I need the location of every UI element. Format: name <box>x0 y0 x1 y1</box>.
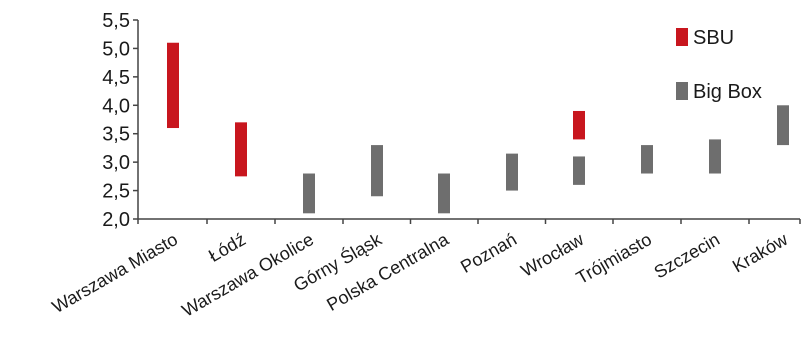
big-box-bar-szczecin <box>709 139 721 174</box>
y-tick-label: 2,0 <box>102 209 130 231</box>
sbu-legend-label: SBU <box>693 27 734 49</box>
big-box-bar-polska-centralna <box>438 173 450 214</box>
y-tick-label: 5,0 <box>102 38 130 60</box>
y-tick-label: 4,5 <box>102 67 130 89</box>
sbu-bar-warszawa-miasto <box>167 42 179 129</box>
sbu-bar-lodz <box>235 122 247 177</box>
x-tick-label-trojmiasto: Trójmiasto <box>573 229 655 288</box>
chart-legend: SBU Big Box <box>676 27 762 103</box>
big-box-bar-poznan <box>506 153 518 191</box>
x-tick-label-szczecin: Szczecin <box>651 229 723 282</box>
big-box-legend-swatch <box>676 82 688 100</box>
chart-axes <box>137 20 800 220</box>
big-box-bar-warszawa-okolice <box>303 173 315 214</box>
range-bars <box>167 42 789 214</box>
x-tick-label-krakow: Kraków <box>729 229 792 277</box>
big-box-bar-gorny-slask <box>371 145 383 197</box>
big-box-bar-wroclaw <box>573 156 585 185</box>
x-tick-label-lodz: Łódź <box>205 229 249 266</box>
y-tick-label: 4,0 <box>102 95 130 117</box>
sbu-legend-swatch <box>676 28 688 46</box>
big-box-legend-label: Big Box <box>693 81 762 103</box>
big-box-bar-trojmiasto <box>641 145 653 174</box>
y-tick-label: 5,5 <box>102 10 130 32</box>
x-tick-label-poznan: Poznań <box>457 229 520 277</box>
y-tick-label: 3,0 <box>102 152 130 174</box>
x-tick-label-polska-centralna: Polska Centralna <box>323 229 453 315</box>
y-tick-label: 2,5 <box>102 181 130 203</box>
x-tick-label-warszawa-miasto: Warszawa Miasto <box>49 229 181 317</box>
sbu-bar-wroclaw <box>573 110 585 140</box>
y-axis-ticks: 2,0 2,5 3,0 3,5 4,0 4,5 5,0 5,5 <box>102 10 138 231</box>
big-box-bar-krakow <box>777 105 789 146</box>
y-tick-label: 3,5 <box>102 124 130 146</box>
